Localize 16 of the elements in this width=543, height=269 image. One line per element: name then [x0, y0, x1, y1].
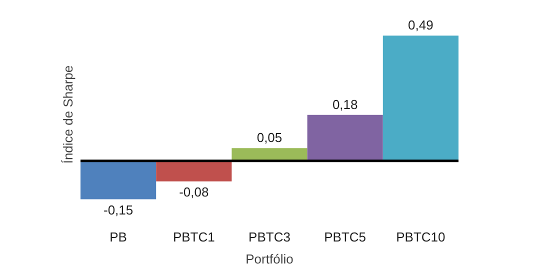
bar: [382, 36, 458, 161]
data-label: -0,08: [179, 184, 209, 200]
x-tick-label: PBTC3: [248, 230, 290, 244]
x-tick-label: PBTC1: [172, 230, 215, 244]
bar: [307, 114, 383, 161]
data-label: 0,05: [256, 130, 282, 146]
x-tick-label: PB: [110, 230, 127, 244]
bar: [156, 160, 232, 182]
bar: [80, 160, 156, 200]
data-label: 0,49: [408, 18, 434, 33]
data-label: -0,15: [103, 202, 134, 218]
x-axis-title: Portfólio: [246, 252, 294, 266]
data-label: 0,18: [332, 96, 358, 112]
x-tick-label: PBTC10: [396, 230, 446, 244]
x-tick-label: PBTC5: [324, 230, 366, 244]
y-axis-title: Índice de Sharpe: [60, 65, 76, 164]
